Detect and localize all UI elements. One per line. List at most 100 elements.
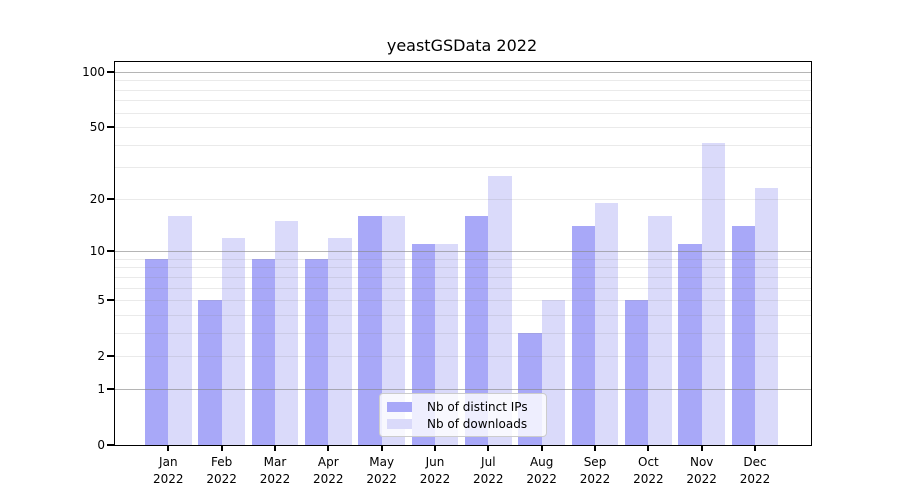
bar-distinct-ips [144, 258, 169, 445]
x-tick-label-line: Oct [638, 455, 659, 469]
legend-swatch-distinct-ips [387, 401, 412, 412]
gridline-minor [115, 267, 811, 269]
x-tick-mark [380, 446, 383, 451]
y-tick-label: 2 [97, 349, 105, 364]
x-tick-label: Jan 2022 [133, 454, 203, 488]
legend-label-downloads: Nb of downloads [427, 416, 528, 431]
x-tick-mark [220, 446, 223, 451]
x-tick-label-line: 2022 [686, 472, 717, 486]
bar-downloads [755, 188, 779, 445]
x-tick-mark [594, 446, 596, 451]
y-tick-mark [107, 71, 114, 73]
x-tick-mark [274, 446, 276, 451]
x-tick-label: Mar 2022 [240, 454, 310, 488]
gridline-minor [115, 258, 811, 260]
plot-area: Nb of distinct IPs Nb of downloads 0 1 2 5 1… [82, 61, 812, 486]
y-tick-mark [107, 250, 114, 253]
x-tick-label-line: 2022 [313, 472, 344, 486]
bar-distinct-ips [464, 216, 489, 445]
legend: Nb of distinct IPs Nb of downloads [379, 393, 547, 437]
y-tick-mark [107, 197, 114, 200]
x-tick-label: Apr 2022 [293, 454, 363, 488]
x-tick-label-line: Sep [583, 455, 607, 469]
bar-downloads [701, 142, 726, 445]
gridline-minor [115, 314, 811, 316]
x-tick-label-line: 2022 [633, 472, 664, 486]
gridline-minor [115, 112, 811, 114]
x-tick-label-line: 2022 [153, 472, 184, 486]
x-tick-label-line: Jan [159, 455, 178, 469]
x-tick-mark [647, 446, 650, 451]
x-tick-label-line: Feb [210, 455, 233, 469]
bar-downloads [221, 237, 245, 445]
gridline-minor [115, 300, 811, 302]
bar-distinct-ips [198, 300, 222, 445]
gridline-minor [115, 167, 811, 169]
y-tick-label: 0 [97, 438, 105, 452]
x-tick-label-line: 2022 [259, 472, 291, 486]
gridline-major [115, 388, 811, 390]
x-tick-mark [754, 446, 756, 451]
x-tick-mark [540, 446, 543, 451]
chart-title: yeastGSData 2022 [386, 36, 538, 55]
gridline-minor [115, 100, 811, 102]
gridline-minor [115, 198, 811, 200]
x-tick-label-line: Dec [743, 455, 767, 469]
bar-distinct-ips [571, 226, 595, 445]
x-tick-label-line: 2022 [366, 472, 397, 486]
x-tick-mark [167, 446, 170, 451]
x-tick-label: Dec 2022 [720, 454, 790, 488]
gridline-minor [115, 287, 811, 289]
gridline-major [115, 72, 811, 73]
x-tick-label-line: Jul [481, 455, 496, 469]
x-tick-label-line: 2022 [473, 472, 504, 486]
bar-distinct-ips [625, 300, 649, 445]
x-tick-mark [327, 446, 330, 451]
legend-label-distinct-ips: Nb of distinct IPs [427, 399, 528, 414]
bar-downloads [328, 237, 352, 445]
x-tick-label-line: Apr [317, 455, 339, 469]
x-tick-label-line: May [369, 455, 395, 469]
gridline-minor [115, 144, 811, 146]
bar-downloads [595, 202, 619, 445]
y-tick-label: 10 [89, 244, 105, 259]
y-tick-label: 20 [89, 191, 105, 206]
x-tick-label: Oct 2022 [613, 454, 683, 488]
y-tick-label: 5 [97, 293, 105, 308]
x-tick-label-line: 2022 [526, 472, 557, 486]
x-tick-mark [487, 446, 490, 451]
x-tick-label: Feb 2022 [187, 454, 257, 488]
x-tick-label: May 2022 [347, 454, 417, 488]
x-tick-label: Nov 2022 [667, 454, 737, 488]
gridline-minor [115, 127, 811, 129]
bar-distinct-ips [358, 216, 382, 445]
x-tick-label: Sep 2022 [560, 454, 630, 488]
y-tick-label: 100 [82, 65, 105, 79]
bar-downloads [168, 216, 192, 445]
gridline-minor [115, 332, 811, 334]
x-tick-label-line: Nov [689, 455, 714, 469]
x-tick-mark [434, 446, 436, 451]
gridline-major [115, 251, 811, 253]
gridline-minor [115, 80, 811, 82]
y-tick-mark [107, 299, 114, 302]
bar-distinct-ips [251, 258, 275, 445]
y-tick-mark [107, 444, 114, 446]
y-tick-mark [107, 387, 114, 390]
bar-distinct-ips [731, 226, 755, 445]
y-tick-label: 50 [89, 120, 105, 135]
gridline-minor [115, 276, 811, 278]
x-tick-label-line: Mar [263, 455, 287, 469]
y-tick-label: 1 [97, 381, 105, 396]
bar-distinct-ips [678, 244, 702, 445]
bar-downloads [275, 220, 299, 445]
x-tick-label-line: Jun [425, 455, 445, 469]
y-tick-mark [107, 126, 114, 129]
x-tick-label: Jun 2022 [400, 454, 470, 488]
x-tick-label-line: 2022 [419, 472, 451, 486]
bar-downloads [648, 216, 672, 445]
x-tick-label-line: Aug [529, 455, 554, 469]
bar-distinct-ips [304, 258, 329, 445]
legend-entry-distinct-ips: Nb of distinct IPs [387, 398, 537, 415]
